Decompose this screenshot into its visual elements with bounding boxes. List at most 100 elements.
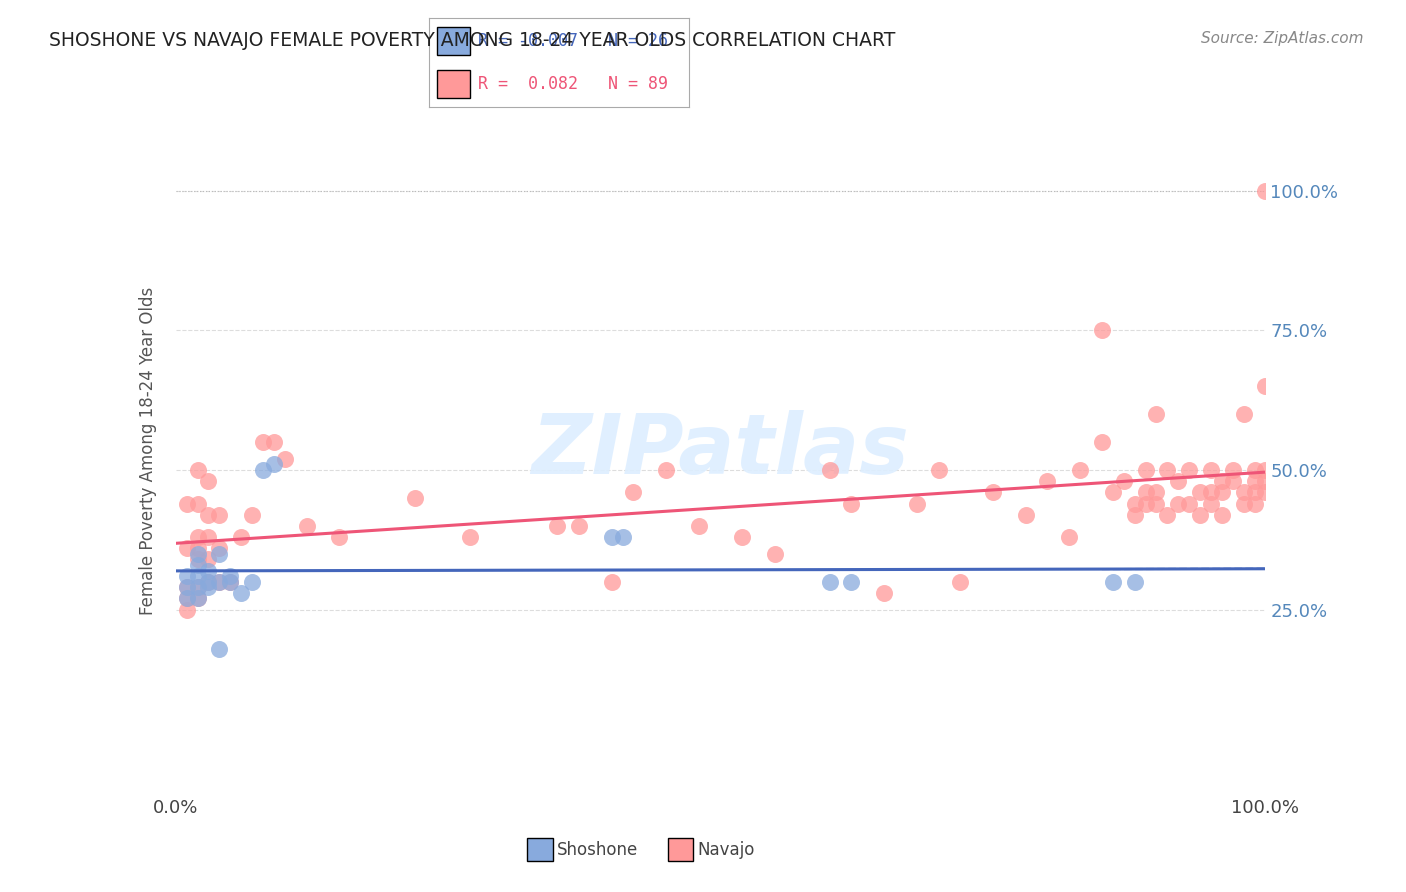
Point	[731, 530, 754, 544]
Point	[1167, 474, 1189, 488]
Point	[208, 574, 231, 589]
Point	[1036, 474, 1059, 488]
Point	[458, 530, 481, 544]
Point	[949, 574, 972, 589]
Point	[240, 508, 263, 522]
Text: Source: ZipAtlas.com: Source: ZipAtlas.com	[1201, 31, 1364, 46]
Point	[1135, 496, 1157, 510]
Point	[841, 496, 863, 510]
Point	[263, 458, 285, 472]
Point	[981, 485, 1004, 500]
Point	[612, 530, 634, 544]
Point	[186, 580, 209, 594]
Point	[1211, 485, 1233, 500]
Point	[186, 496, 209, 510]
Point	[1211, 474, 1233, 488]
Point	[1189, 508, 1212, 522]
Point	[176, 496, 198, 510]
Point	[1102, 574, 1125, 589]
Point	[1135, 485, 1157, 500]
Point	[1091, 435, 1114, 450]
Point	[197, 552, 219, 566]
Point	[1199, 496, 1222, 510]
Point	[186, 591, 209, 606]
Y-axis label: Female Poverty Among 18-24 Year Olds: Female Poverty Among 18-24 Year Olds	[139, 286, 157, 615]
Point	[197, 574, 219, 589]
Point	[186, 463, 209, 477]
Point	[405, 491, 427, 505]
Point	[1178, 496, 1201, 510]
Point	[1243, 463, 1265, 477]
Point	[208, 574, 231, 589]
Point	[176, 591, 198, 606]
Point	[252, 463, 274, 477]
Point	[263, 435, 285, 450]
Point	[1144, 407, 1167, 421]
Point	[1123, 508, 1146, 522]
Point	[208, 641, 231, 656]
FancyBboxPatch shape	[437, 27, 471, 55]
Point	[186, 558, 209, 572]
Point	[1243, 496, 1265, 510]
Point	[197, 508, 219, 522]
Point	[219, 574, 242, 589]
Point	[1156, 508, 1178, 522]
Point	[1178, 463, 1201, 477]
Point	[1232, 496, 1256, 510]
Point	[1144, 496, 1167, 510]
Text: R = -0.007   N = 26: R = -0.007 N = 26	[478, 32, 668, 50]
Point	[1123, 496, 1146, 510]
Point	[928, 463, 950, 477]
Point	[1112, 474, 1135, 488]
Text: SHOSHONE VS NAVAJO FEMALE POVERTY AMONG 18-24 YEAR OLDS CORRELATION CHART: SHOSHONE VS NAVAJO FEMALE POVERTY AMONG …	[49, 31, 896, 50]
Point	[176, 580, 198, 594]
Point	[600, 574, 623, 589]
Point	[274, 451, 297, 466]
Point	[176, 541, 198, 556]
Text: Navajo: Navajo	[697, 841, 755, 859]
Point	[176, 580, 198, 594]
Point	[1199, 463, 1222, 477]
Point	[1222, 474, 1244, 488]
Point	[818, 463, 841, 477]
Text: R =  0.082   N = 89: R = 0.082 N = 89	[478, 75, 668, 93]
Point	[186, 569, 209, 583]
Point	[1069, 463, 1091, 477]
Point	[655, 463, 678, 477]
Point	[240, 574, 263, 589]
Point	[1156, 463, 1178, 477]
Point	[208, 541, 231, 556]
Point	[763, 547, 786, 561]
Point	[1254, 379, 1277, 393]
Point	[208, 547, 231, 561]
Point	[546, 519, 568, 533]
Point	[186, 591, 209, 606]
Point	[1015, 508, 1038, 522]
Point	[600, 530, 623, 544]
Point	[1254, 184, 1277, 198]
Point	[197, 564, 219, 578]
Point	[568, 519, 591, 533]
Point	[328, 530, 350, 544]
Point	[1144, 485, 1167, 500]
Point	[176, 569, 198, 583]
Point	[1135, 463, 1157, 477]
Point	[186, 580, 209, 594]
Point	[1123, 574, 1146, 589]
Point	[1102, 485, 1125, 500]
Text: ZIPatlas: ZIPatlas	[531, 410, 910, 491]
Point	[1189, 485, 1212, 500]
Point	[1057, 530, 1080, 544]
Point	[1091, 323, 1114, 337]
Point	[688, 519, 710, 533]
Point	[1222, 463, 1244, 477]
Point	[208, 508, 231, 522]
Point	[186, 530, 209, 544]
Point	[1232, 485, 1256, 500]
Point	[252, 435, 274, 450]
Point	[186, 547, 209, 561]
Point	[1254, 474, 1277, 488]
Point	[905, 496, 928, 510]
Point	[219, 574, 242, 589]
Point	[197, 580, 219, 594]
